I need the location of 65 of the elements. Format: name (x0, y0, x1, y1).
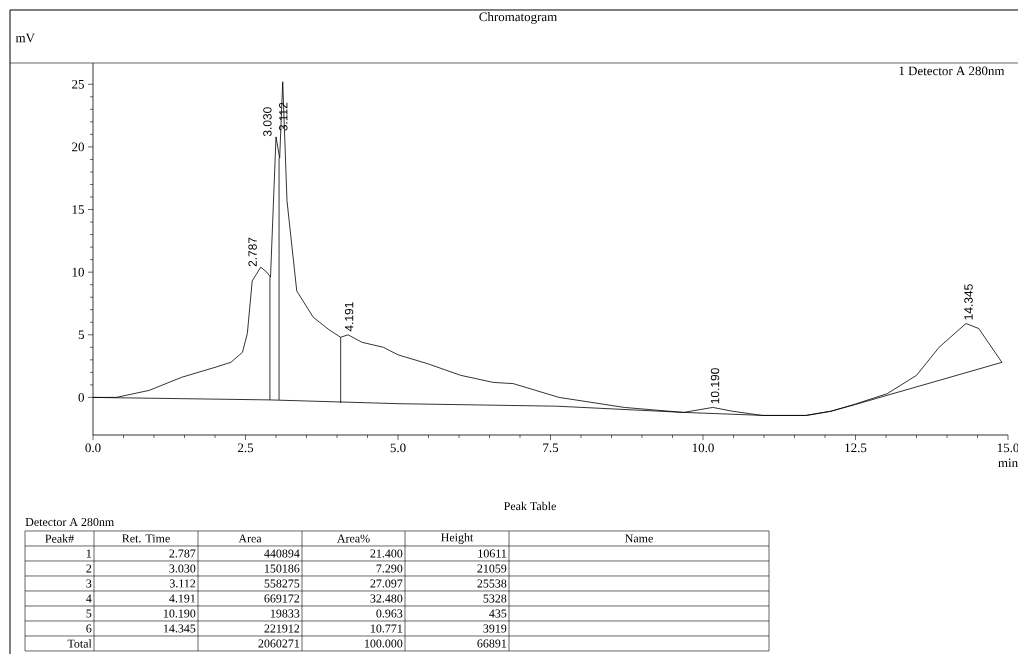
text: 21.400 (370, 549, 403, 558)
text: Name (625, 534, 653, 543)
text: 4.191 (169, 594, 196, 603)
text: 3.030 (169, 564, 196, 573)
text: 14.345 (163, 624, 196, 633)
text: Ret. Time (122, 534, 170, 543)
annotation: 3.030 (263, 107, 272, 137)
text: 19833 (270, 609, 300, 618)
x-tick-label: 5.0 (390, 443, 406, 453)
text: 0.963 (376, 609, 403, 618)
text: 10.190 (163, 609, 196, 618)
annotation: 2.787 (248, 237, 257, 267)
annotation: 4.191 (344, 302, 354, 332)
text: 5328 (483, 594, 507, 603)
y-tick-label: 0 (78, 393, 84, 402)
annotation: 10.190 (710, 368, 720, 404)
text: 440894 (264, 549, 300, 558)
y-tick-label: 20 (72, 142, 84, 152)
text: 6 (86, 624, 92, 633)
text: Height (441, 533, 474, 544)
x-axis-title: min (998, 458, 1018, 468)
annotation: 3.112 (279, 102, 288, 131)
text: 10.771 (370, 624, 403, 633)
text: 27.097 (370, 579, 403, 588)
text: mV (15, 33, 35, 43)
text: 66891 (477, 639, 507, 648)
text: 4 (86, 594, 92, 603)
text: 435 (489, 609, 507, 618)
y-tick-label: 10 (72, 267, 84, 277)
x-tick-label: 0.0 (85, 443, 101, 453)
text: 7.290 (376, 564, 403, 573)
x-tick-label: 7.5 (543, 443, 559, 453)
y-tick-label: 15 (72, 205, 84, 214)
text: Peak Table (504, 501, 556, 511)
text: 2060271 (258, 639, 300, 648)
text: Total (67, 639, 92, 648)
text: 3.112 (169, 579, 196, 588)
text: 3 (86, 579, 92, 588)
text: Area (238, 534, 262, 543)
chart-title: Chromatogram (479, 12, 558, 24)
text: 32.480 (370, 594, 403, 603)
x-tick-label: 15.0 (997, 443, 1018, 453)
text: 5 (86, 609, 92, 618)
text: 2.787 (169, 549, 196, 558)
y-tick-label: 25 (72, 79, 84, 89)
text: 221912 (264, 624, 300, 633)
text: 1 (86, 549, 92, 558)
text: 3919 (483, 624, 507, 633)
text: Area% (337, 534, 370, 543)
text: 10611 (478, 549, 507, 558)
text: Detector A 280nm (25, 517, 114, 527)
y-tick-label: 5 (78, 330, 84, 340)
x-tick-label: 12.5 (845, 443, 867, 453)
text: 558275 (264, 579, 300, 588)
x-tick-label: 10.0 (692, 443, 714, 453)
text: 1 Detector A 280nm (899, 66, 1005, 76)
text: 21059 (477, 564, 507, 573)
annotation: 14.345 (964, 284, 973, 320)
text: Peak# (45, 534, 74, 543)
x-tick-label: 2.5 (237, 443, 254, 453)
text: 669172 (264, 594, 300, 603)
text: 2 (86, 564, 92, 573)
text: 100.000 (365, 639, 403, 648)
text: 25538 (477, 579, 507, 588)
text: 150186 (264, 564, 300, 573)
